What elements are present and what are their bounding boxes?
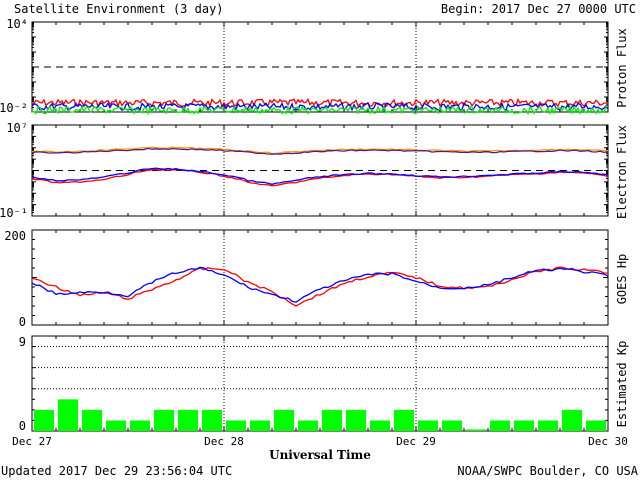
kp-bar [274, 409, 294, 431]
x-tick-label: Dec 29 [396, 435, 436, 448]
kp-bar [442, 420, 462, 431]
x-tick-label: Dec 27 [12, 435, 52, 448]
kp-bar [346, 409, 366, 431]
kp-ylabel: Estimated Kp [615, 341, 629, 428]
updated-timestamp: Updated 2017 Dec 29 23:56:04 UTC [1, 464, 232, 478]
hp-ylabel: GOES Hp [615, 254, 629, 305]
kp-bar [34, 409, 54, 431]
kp-bar [322, 409, 342, 431]
begin-label: Begin: 2017 Dec 27 0000 UTC [441, 2, 636, 16]
series-line-blue [31, 167, 609, 186]
electron-ytick-top: 10⁷ [6, 121, 28, 135]
x-axis-label: Universal Time [269, 448, 371, 462]
x-tick-label: Dec 30 [588, 435, 628, 448]
kp-bar [466, 429, 486, 431]
series-line-blue [31, 266, 609, 303]
kp-bar [178, 409, 198, 431]
kp-bar [538, 420, 558, 431]
kp-bar [130, 420, 150, 431]
kp-bar [154, 409, 174, 431]
series-line-blue [31, 101, 609, 113]
hp-ytick-top: 200 [4, 229, 26, 243]
kp-ytick-top: 9 [19, 335, 26, 349]
series-line-green [31, 104, 608, 116]
kp-bar [106, 420, 126, 431]
kp-bar [226, 420, 246, 431]
hp-ytick-bottom: 0 [19, 315, 26, 329]
kp-bar [58, 399, 78, 431]
panel-frame-3 [31, 335, 609, 432]
series-line-purple [31, 147, 609, 155]
kp-bar [562, 409, 582, 431]
kp-bar [490, 420, 510, 431]
kp-bar [250, 420, 270, 431]
kp-bar [586, 420, 606, 431]
electron-ylabel: Electron Flux [615, 125, 629, 219]
series-line-red [31, 266, 609, 307]
kp-bar [370, 420, 390, 431]
x-tick-label: Dec 28 [204, 435, 244, 448]
electron-ytick-bottom: 10⁻¹ [0, 206, 28, 220]
kp-bar [514, 420, 534, 431]
chart-title: Satellite Environment (3 day) [14, 2, 224, 16]
proton-ytick-top: 10⁴ [6, 17, 28, 31]
kp-ytick-bottom: 0 [19, 419, 26, 433]
kp-bar [82, 409, 102, 431]
proton-ylabel: Proton Flux [615, 28, 629, 107]
kp-bar [298, 420, 318, 431]
kp-bar [394, 409, 414, 431]
credit-label: NOAA/SWPC Boulder, CO USA [457, 464, 638, 478]
kp-bar [202, 409, 222, 431]
proton-ytick-bottom: 10⁻² [0, 101, 28, 115]
kp-bar [418, 420, 438, 431]
